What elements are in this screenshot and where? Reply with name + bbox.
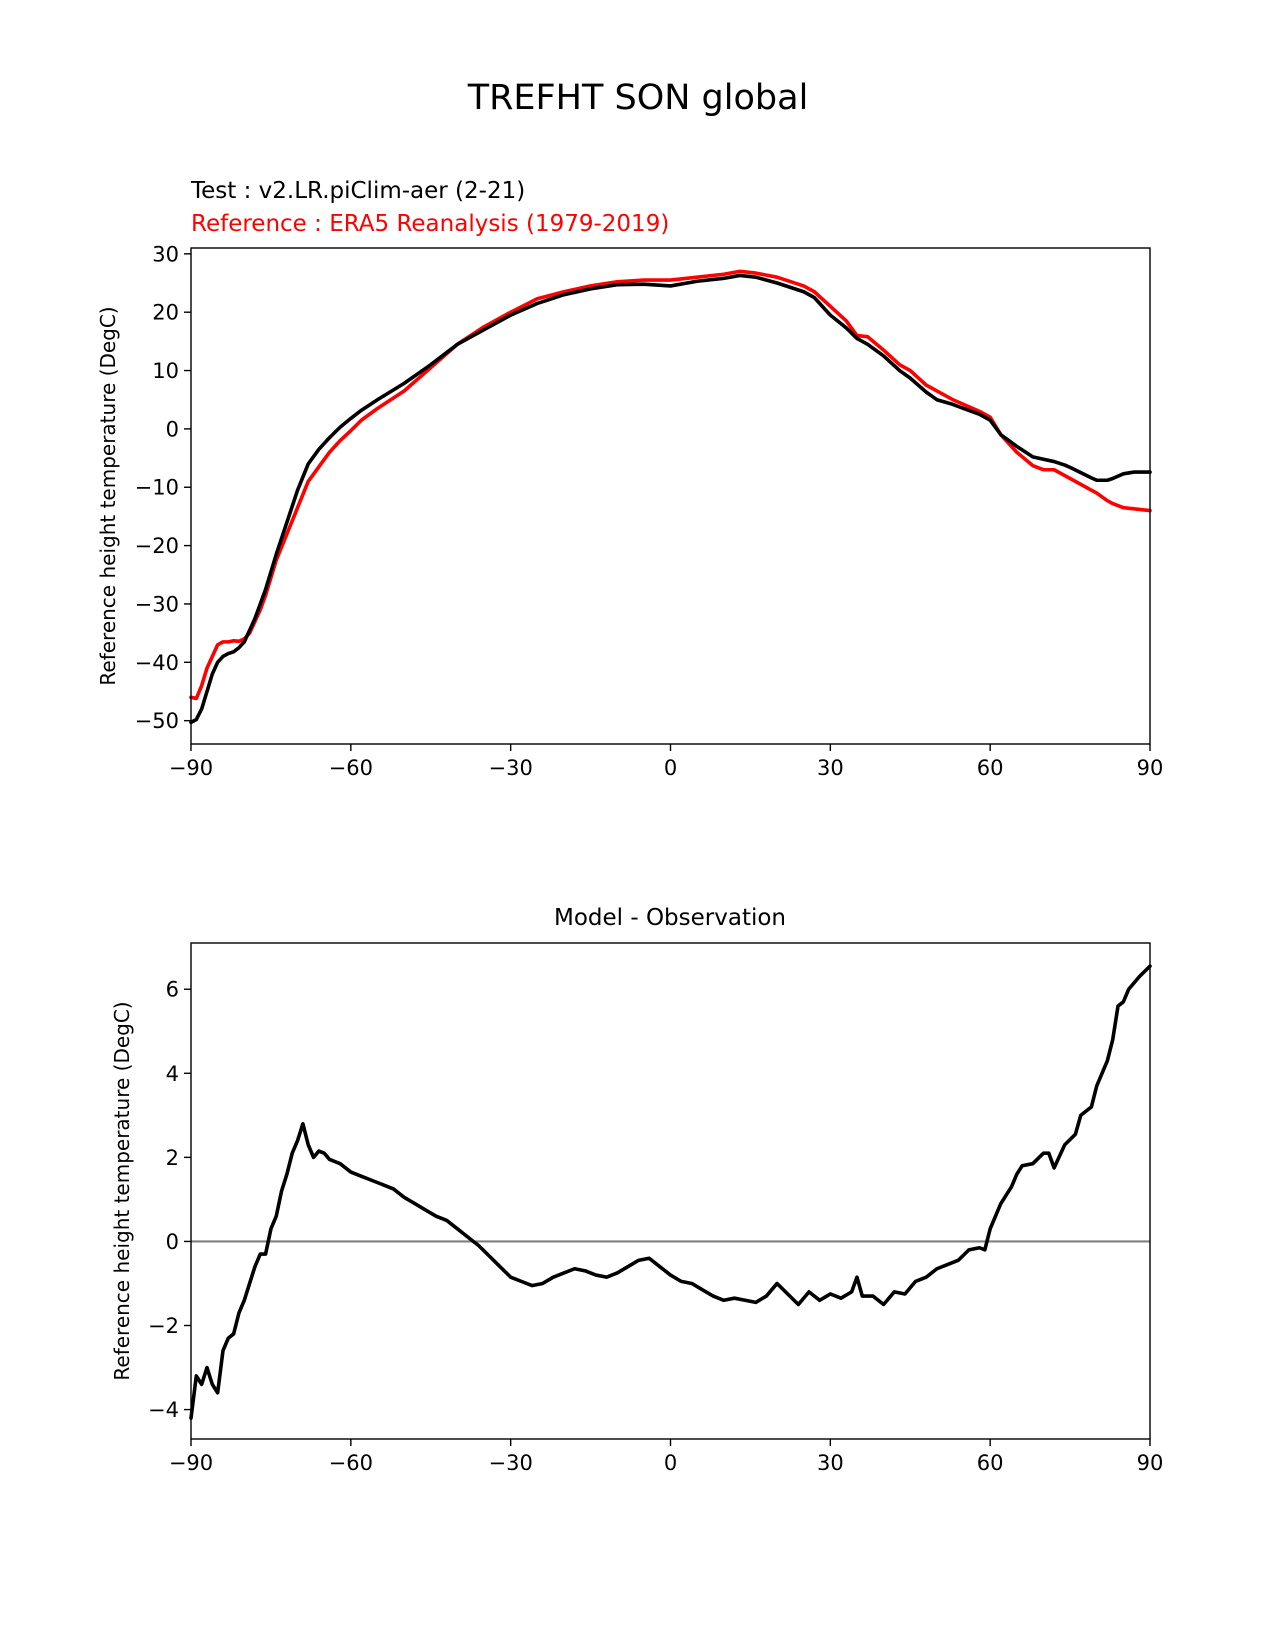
top-y-tick-label: 30 [152, 242, 179, 266]
top-x-tick-label: 0 [664, 756, 677, 780]
bottom-chart-panel: Model - Observation −90 −60 −30 0 30 60 90−4−2… [110, 905, 1163, 1475]
bottom-y-tick-label: 6 [166, 978, 179, 1002]
top-y-tick-label: −20 [135, 534, 179, 558]
top-y-tick-label: −30 [135, 592, 179, 616]
bottom-x-tick-label: −60 [329, 1451, 373, 1475]
top-series-reference [189, 269, 1152, 701]
top-plot-area: −90 −60 −30 0 30 60 90 −50 −40 −30 −20 −10 0 10 20 30 [135, 242, 1164, 780]
bottom-y-tick-label: 0 [166, 1230, 179, 1254]
top-series-test [189, 273, 1152, 725]
top-y-tick-label: 0 [166, 417, 179, 441]
bottom-x-tick-label: −30 [489, 1451, 533, 1475]
top-x-tick-label: 60 [977, 756, 1004, 780]
bottom-y-tick-label: 4 [166, 1062, 179, 1086]
bottom-series-difference [189, 964, 1152, 1420]
bottom-axes-frame [190, 942, 1151, 1440]
bottom-y-axis-label: Reference height temperature (DegC) [110, 1001, 134, 1380]
bottom-y-tick-label: −4 [148, 1398, 179, 1422]
bottom-x-tick-label: −90 [169, 1451, 213, 1475]
bottom-y-tick-label: 2 [166, 1146, 179, 1170]
bottom-chart-title: Model - Observation [554, 905, 786, 931]
top-x-tick-label: −90 [169, 756, 213, 780]
top-x-tick-label: 30 [817, 756, 844, 780]
bottom-x-tick-label: 0 [664, 1451, 677, 1475]
bottom-y-tick-label: −2 [148, 1314, 179, 1338]
top-x-tick-label: 90 [1137, 756, 1164, 780]
bottom-x-tick-label: 60 [977, 1451, 1004, 1475]
figure-title: TREFHT SON global [467, 78, 809, 118]
bottom-x-tick-label: 30 [817, 1451, 844, 1475]
top-y-tick-label: −50 [135, 709, 179, 733]
top-y-tick-label: −40 [135, 651, 179, 675]
top-x-tick-label: −30 [489, 756, 533, 780]
test-label: Test : v2.LR.piClim-aer (2-21) [190, 178, 525, 204]
top-y-tick-label: 10 [152, 359, 179, 383]
top-axes-frame [190, 247, 1151, 745]
reference-label: Reference : ERA5 Reanalysis (1979-2019) [191, 211, 669, 237]
top-chart-panel: Test : v2.LR.piClim-aer (2-21) Reference… [96, 178, 1163, 780]
top-y-axis-label: Reference height temperature (DegC) [96, 306, 120, 685]
top-y-tick-label: −10 [135, 476, 179, 500]
bottom-x-tick-label: 90 [1137, 1451, 1164, 1475]
top-x-tick-label: −60 [329, 756, 373, 780]
top-y-tick-label: 20 [152, 301, 179, 325]
bottom-plot-area: −90 −60 −30 0 30 60 90 −4 −2 0 2 4 6 [148, 942, 1164, 1475]
